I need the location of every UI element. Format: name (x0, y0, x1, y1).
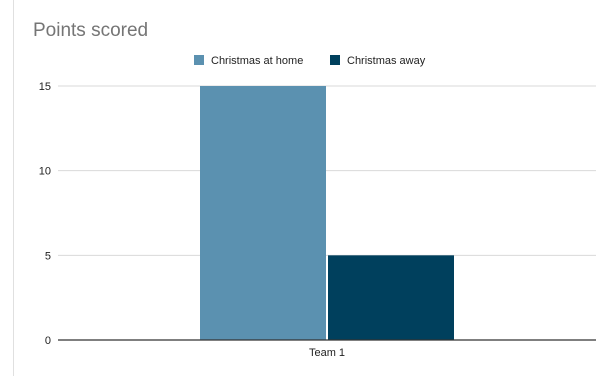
axis-layer: 0 5 10 15 Team 1 (39, 81, 596, 359)
legend-swatch-2 (330, 55, 340, 65)
legend-swatch-1 (194, 55, 204, 65)
frame-border (13, 0, 14, 376)
bar-2-1 (328, 255, 454, 340)
y-tick-label-15: 15 (39, 81, 51, 93)
y-tick-label-10: 10 (39, 166, 51, 178)
grid-layer (58, 85, 596, 256)
legend: Christmas at home Christmas away (194, 55, 426, 67)
legend-label-1: Christmas at home (211, 55, 303, 67)
chart-title: Points scored (33, 20, 149, 41)
y-tick-label-5: 5 (45, 250, 51, 262)
x-tick-label-1: Team 1 (309, 347, 345, 359)
bars-layer (200, 86, 454, 340)
bar-1-1 (200, 86, 326, 340)
y-tick-label-0: 0 (45, 335, 51, 347)
legend-label-2: Christmas away (347, 55, 426, 67)
